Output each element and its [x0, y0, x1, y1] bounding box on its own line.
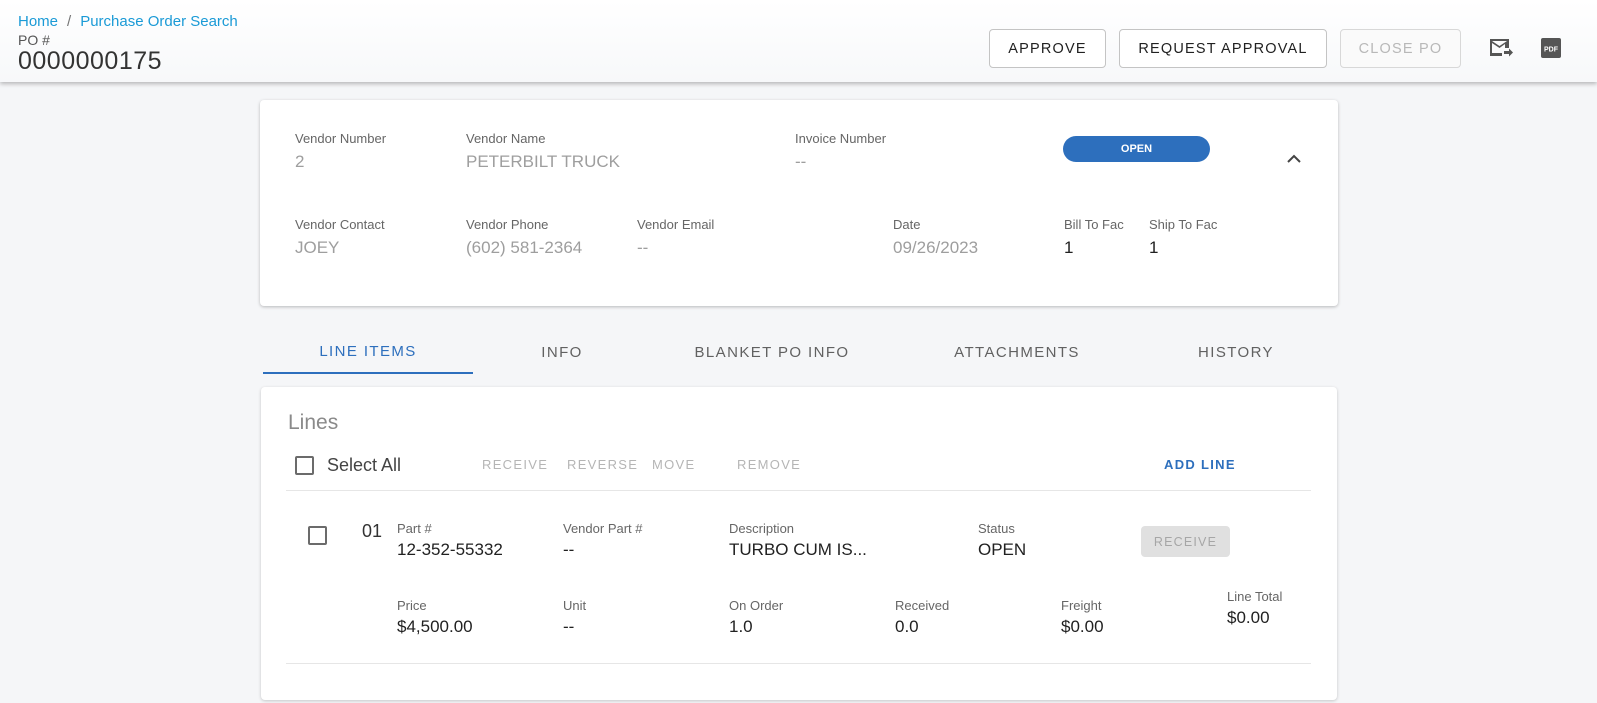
date-value: 09/26/2023	[893, 238, 979, 257]
pdf-icon[interactable]: PDF	[1540, 37, 1562, 59]
bill-to-fac-label: Bill To Fac	[1064, 217, 1124, 232]
vendor-email-label: Vendor Email	[637, 217, 715, 232]
part-value: 12-352-55332	[397, 540, 503, 559]
email-forward-icon[interactable]	[1488, 37, 1514, 59]
add-line-button[interactable]: ADD LINE	[1164, 457, 1236, 472]
divider	[286, 490, 1311, 491]
line-receive-button[interactable]: RECEIVE	[1141, 526, 1230, 557]
receive-action-button[interactable]: RECEIVE	[482, 457, 549, 472]
bill-to-fac-value: 1	[1064, 238, 1074, 257]
line-total-value: $0.00	[1227, 608, 1270, 627]
vendor-card: Vendor Number 2 Vendor Name PETERBILT TR…	[260, 100, 1338, 306]
part-label: Part #	[397, 521, 432, 536]
vendor-contact-label: Vendor Contact	[295, 217, 385, 232]
on-order-field: On Order 1.0	[729, 598, 783, 637]
select-all-label[interactable]: Select All	[327, 455, 402, 475]
line-number: 01	[362, 521, 383, 541]
divider	[286, 663, 1311, 664]
request-approval-button[interactable]: REQUEST APPROVAL	[1119, 29, 1327, 68]
ship-to-fac-field: Ship To Fac 1	[1149, 217, 1217, 258]
date-label: Date	[893, 217, 921, 232]
line-total-label: Line Total	[1227, 589, 1283, 604]
line-checkbox[interactable]	[308, 526, 327, 545]
vendor-part-field: Vendor Part # --	[563, 521, 643, 560]
reverse-action-button[interactable]: REVERSE	[567, 457, 639, 472]
vendor-number-label: Vendor Number	[295, 131, 387, 146]
lines-title: Lines	[288, 411, 339, 434]
status-badge: OPEN	[1063, 136, 1210, 162]
on-order-label: On Order	[729, 598, 784, 613]
unit-label: Unit	[563, 598, 587, 613]
tab-blanket-po-info[interactable]: BLANKET PO INFO	[694, 343, 850, 361]
invoice-number-label: Invoice Number	[795, 131, 887, 146]
approve-button[interactable]: APPROVE	[989, 29, 1106, 68]
vendor-name-value: PETERBILT TRUCK	[466, 152, 620, 171]
tab-info[interactable]: INFO	[541, 343, 583, 361]
description-value: TURBO CUM IS...	[729, 540, 867, 559]
line-total-field: Line Total $0.00	[1227, 589, 1282, 628]
vendor-email-field: Vendor Email --	[637, 217, 714, 258]
vendor-number-value: 2	[295, 152, 305, 171]
bill-to-fac-field: Bill To Fac 1	[1064, 217, 1124, 258]
description-label: Description	[729, 521, 795, 536]
breadcrumb-po-search-link[interactable]: Purchase Order Search	[80, 13, 238, 30]
po-number: 0000000175	[18, 47, 163, 75]
vendor-email-value: --	[637, 238, 649, 257]
vendor-phone-label: Vendor Phone	[466, 217, 549, 232]
svg-text:PDF: PDF	[1544, 47, 1559, 54]
breadcrumb-separator: /	[67, 13, 72, 30]
invoice-number-value: --	[795, 152, 807, 171]
vendor-contact-value: JOEY	[295, 238, 340, 257]
vendor-contact-field: Vendor Contact JOEY	[295, 217, 385, 258]
remove-action-button[interactable]: REMOVE	[737, 457, 802, 472]
price-value: $4,500.00	[397, 617, 473, 636]
move-action-button[interactable]: MOVE	[652, 457, 696, 472]
freight-field: Freight $0.00	[1061, 598, 1104, 637]
tab-line-items[interactable]: LINE ITEMS	[263, 330, 473, 374]
vendor-phone-value: (602) 581-2364	[466, 238, 583, 257]
freight-label: Freight	[1061, 598, 1102, 613]
tab-history[interactable]: HISTORY	[1198, 343, 1274, 361]
select-all-checkbox[interactable]	[295, 456, 314, 475]
ship-to-fac-label: Ship To Fac	[1149, 217, 1218, 232]
description-field: Description TURBO CUM IS...	[729, 521, 867, 560]
part-field: Part # 12-352-55332	[397, 521, 503, 560]
vendor-part-value: --	[563, 540, 575, 559]
tab-bar: LINE ITEMS INFO BLANKET PO INFO ATTACHME…	[263, 330, 1338, 374]
close-po-button[interactable]: CLOSE PO	[1340, 29, 1461, 68]
price-label: Price	[397, 598, 427, 613]
vendor-part-label: Vendor Part #	[563, 521, 643, 536]
vendor-phone-field: Vendor Phone (602) 581-2364	[466, 217, 582, 258]
tab-attachments[interactable]: ATTACHMENTS	[954, 343, 1080, 361]
date-field: Date 09/26/2023	[893, 217, 978, 258]
po-label: PO #	[18, 32, 50, 48]
page-header: Home / Purchase Order Search PO # 00000001…	[0, 0, 1597, 82]
freight-value: $0.00	[1061, 617, 1104, 636]
price-field: Price $4,500.00	[397, 598, 473, 637]
line-status-value: OPEN	[978, 540, 1027, 559]
invoice-number-field: Invoice Number --	[795, 131, 886, 172]
breadcrumb-home-link[interactable]: Home	[18, 13, 59, 30]
vendor-name-field: Vendor Name PETERBILT TRUCK	[466, 131, 620, 172]
line-status-field: Status OPEN	[978, 521, 1026, 560]
line-status-label: Status	[978, 521, 1015, 536]
breadcrumb: Home / Purchase Order Search	[18, 13, 238, 30]
chevron-up-icon[interactable]	[1285, 152, 1303, 164]
unit-field: Unit --	[563, 598, 586, 637]
vendor-name-label: Vendor Name	[466, 131, 546, 146]
lines-card: Lines Select All RECEIVE REVERSE MOVE RE…	[261, 387, 1337, 700]
received-value: 0.0	[895, 617, 919, 636]
on-order-value: 1.0	[729, 617, 753, 636]
vendor-number-field: Vendor Number 2	[295, 131, 386, 172]
received-field: Received 0.0	[895, 598, 949, 637]
received-label: Received	[895, 598, 950, 613]
unit-value: --	[563, 617, 575, 636]
ship-to-fac-value: 1	[1149, 238, 1159, 257]
